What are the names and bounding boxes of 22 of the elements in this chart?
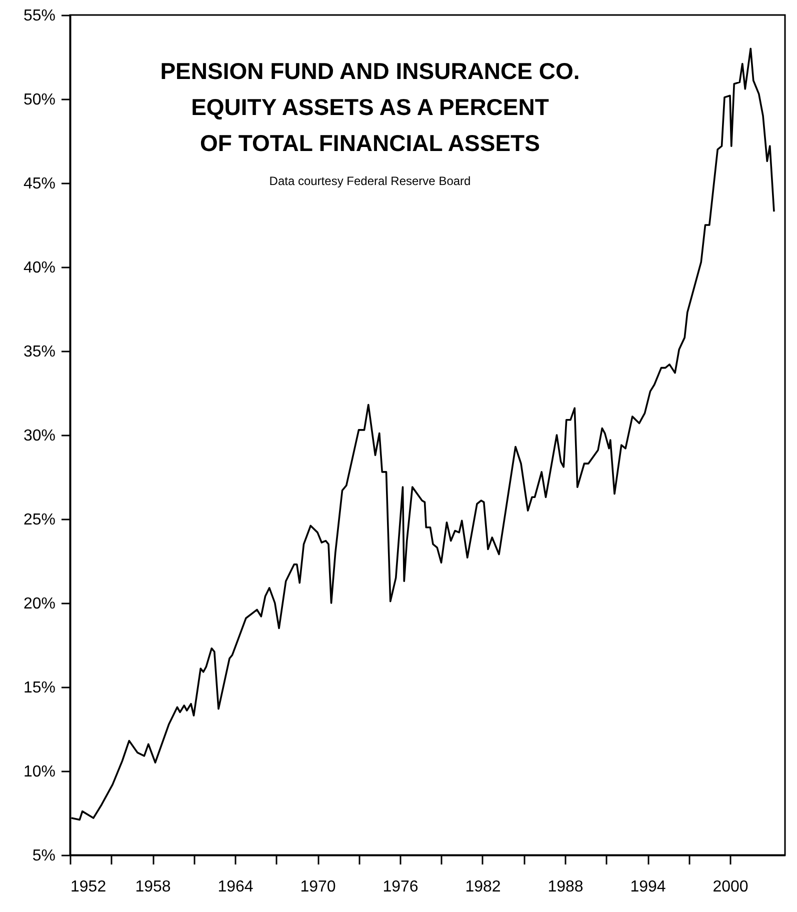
y-tick-label: 30%	[23, 428, 56, 444]
x-tick-label: 2000	[712, 878, 748, 896]
x-tick-label: 1970	[300, 878, 336, 896]
y-tick-label: 40%	[23, 260, 56, 276]
annotation: Data courtesy Federal Reserve Board	[269, 174, 471, 188]
text: PENSION FUND AND INSURANCE CO. EQUITY ASSETS AS A PERCENT OF TOTAL FINANCIAL ASSETS	[160, 58, 580, 156]
x-tick-label: 1994	[630, 878, 666, 896]
x-tick-label: 1988	[548, 878, 584, 896]
x-tick-label: 1976	[382, 878, 418, 896]
y-tick-label: 15%	[23, 680, 56, 696]
x-tick-label: 1982	[465, 878, 501, 896]
y-tick-label: 55%	[23, 8, 56, 24]
y-tick-label: 25%	[23, 512, 56, 528]
x-tick-label: 1964	[218, 878, 254, 896]
y-tick-label: 50%	[23, 92, 56, 108]
y-tick-label: 20%	[23, 596, 56, 612]
y-tick-label: 5%	[32, 848, 56, 864]
x-tick-label: 1952	[70, 878, 106, 896]
y-tick-label: 35%	[23, 344, 56, 360]
y-tick-label: 10%	[23, 764, 56, 780]
x-tick-label: 1958	[135, 878, 171, 896]
y-tick-label: 45%	[23, 176, 56, 192]
